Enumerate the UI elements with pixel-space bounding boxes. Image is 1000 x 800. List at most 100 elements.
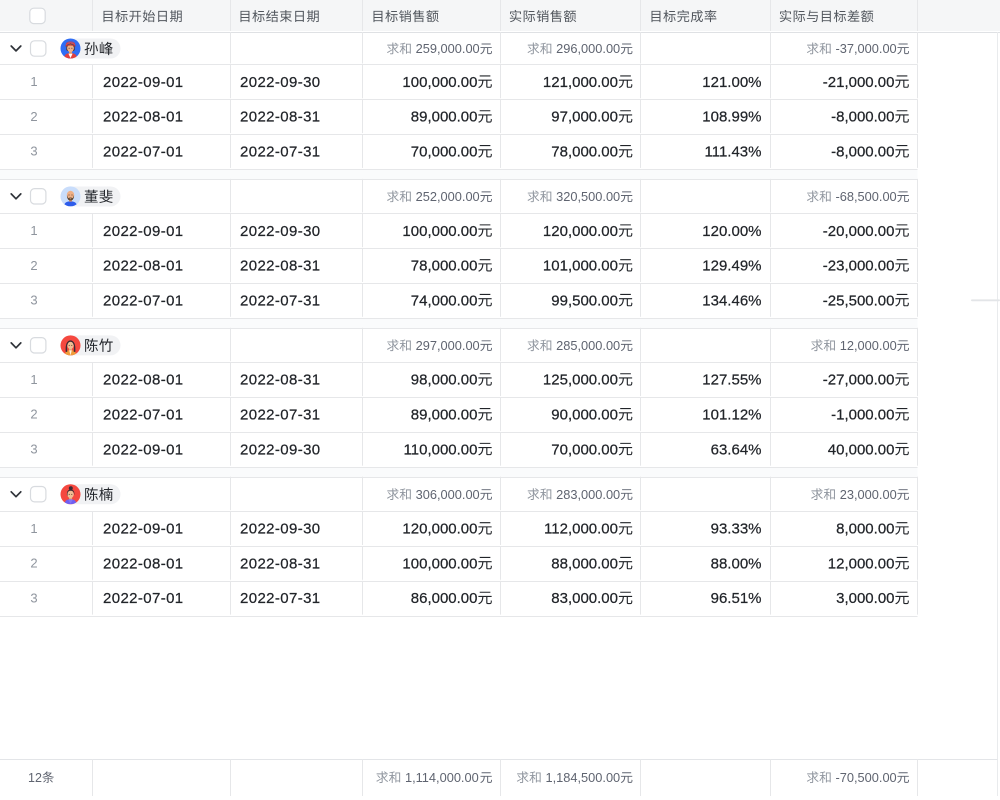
svg-text:86,000.00: 86,000.00 [411, 590, 478, 607]
svg-text:297,000.00: 297,000.00 [416, 338, 480, 353]
svg-text:23,000.00: 23,000.00 [840, 487, 897, 502]
svg-text:74,000.00: 74,000.00 [411, 292, 478, 309]
svg-text:2022-08-01: 2022-08-01 [103, 258, 184, 275]
svg-text:3: 3 [30, 442, 37, 457]
svg-text:63.64%: 63.64% [711, 441, 762, 458]
svg-text:3: 3 [30, 293, 37, 308]
svg-text:121.00%: 121.00% [702, 74, 761, 91]
svg-text:296,000.00: 296,000.00 [556, 41, 620, 56]
svg-text:1: 1 [30, 74, 37, 89]
svg-text:1: 1 [30, 521, 37, 536]
svg-text:2022-08-31: 2022-08-31 [240, 109, 321, 126]
svg-text:40,000.00: 40,000.00 [828, 441, 895, 458]
svg-text:2: 2 [30, 556, 37, 571]
svg-text:125,000.00: 125,000.00 [543, 372, 618, 389]
svg-text:110,000.00: 110,000.00 [404, 441, 478, 458]
svg-text:1: 1 [30, 372, 37, 387]
svg-text:2022-09-30: 2022-09-30 [240, 521, 321, 538]
svg-text:2022-07-01: 2022-07-01 [103, 407, 184, 424]
svg-text:252,000.00: 252,000.00 [416, 189, 480, 204]
svg-text:78,000.00: 78,000.00 [411, 258, 478, 275]
svg-text:2022-09-01: 2022-09-01 [103, 223, 184, 240]
svg-text:112,000.00: 112,000.00 [544, 521, 618, 538]
svg-text:2022-07-31: 2022-07-31 [240, 144, 321, 161]
svg-text:90,000.00: 90,000.00 [551, 407, 618, 424]
svg-text:2022-08-31: 2022-08-31 [240, 555, 321, 572]
svg-text:12: 12 [28, 771, 42, 785]
svg-text:2022-09-30: 2022-09-30 [240, 74, 321, 91]
svg-text:2022-07-31: 2022-07-31 [240, 407, 321, 424]
svg-text:3,000.00: 3,000.00 [836, 590, 894, 607]
svg-text:259,000.00: 259,000.00 [416, 41, 480, 56]
svg-text:100,000.00: 100,000.00 [402, 555, 477, 572]
svg-text:121,000.00: 121,000.00 [543, 74, 618, 91]
svg-text:2022-08-01: 2022-08-01 [103, 555, 184, 572]
svg-text:2022-07-01: 2022-07-01 [103, 144, 184, 161]
svg-text:2022-09-01: 2022-09-01 [103, 74, 184, 91]
svg-text:120,000.00: 120,000.00 [402, 521, 477, 538]
svg-text:2022-09-30: 2022-09-30 [240, 223, 321, 240]
svg-text:1,114,000.00: 1,114,000.00 [405, 770, 479, 785]
svg-text:-27,000.00: -27,000.00 [823, 372, 895, 389]
svg-text:-20,000.00: -20,000.00 [823, 223, 895, 240]
svg-text:2022-08-01: 2022-08-01 [103, 109, 184, 126]
svg-text:2: 2 [30, 407, 37, 422]
svg-text:8,000.00: 8,000.00 [836, 521, 894, 538]
svg-text:2022-07-31: 2022-07-31 [240, 292, 321, 309]
svg-text:2022-08-01: 2022-08-01 [103, 372, 184, 389]
svg-text:12,000.00: 12,000.00 [840, 338, 897, 353]
svg-text:-70,500.00: -70,500.00 [835, 770, 896, 785]
svg-text:306,000.00: 306,000.00 [416, 487, 480, 502]
svg-text:134.46%: 134.46% [702, 292, 761, 309]
svg-text:1: 1 [30, 223, 37, 238]
svg-text:129.49%: 129.49% [702, 258, 761, 275]
svg-text:-68,500.00: -68,500.00 [835, 189, 896, 204]
svg-text:-25,500.00: -25,500.00 [823, 292, 895, 309]
svg-text:12,000.00: 12,000.00 [828, 555, 895, 572]
svg-text:88.00%: 88.00% [711, 555, 762, 572]
svg-text:88,000.00: 88,000.00 [551, 555, 618, 572]
svg-text:2: 2 [30, 258, 37, 273]
svg-text:2022-07-01: 2022-07-01 [103, 292, 184, 309]
svg-text:89,000.00: 89,000.00 [411, 407, 478, 424]
svg-text:127.55%: 127.55% [702, 372, 761, 389]
svg-text:285,000.00: 285,000.00 [556, 338, 620, 353]
svg-text:-8,000.00: -8,000.00 [831, 144, 894, 161]
svg-text:101.12%: 101.12% [702, 407, 761, 424]
svg-text:1,184,500.00: 1,184,500.00 [545, 770, 620, 785]
svg-text:-23,000.00: -23,000.00 [823, 258, 895, 275]
svg-text:120.00%: 120.00% [702, 223, 761, 240]
svg-text:100,000.00: 100,000.00 [402, 74, 477, 91]
svg-text:2022-09-30: 2022-09-30 [240, 441, 321, 458]
svg-text:320,500.00: 320,500.00 [556, 189, 620, 204]
svg-text:-21,000.00: -21,000.00 [823, 74, 895, 91]
svg-text:101,000.00: 101,000.00 [543, 258, 618, 275]
svg-text:2022-08-31: 2022-08-31 [240, 258, 321, 275]
svg-text:2022-08-31: 2022-08-31 [240, 372, 321, 389]
svg-text:2022-09-01: 2022-09-01 [103, 441, 184, 458]
svg-text:89,000.00: 89,000.00 [411, 109, 478, 126]
svg-text:96.51%: 96.51% [711, 590, 762, 607]
svg-text:283,000.00: 283,000.00 [556, 487, 620, 502]
svg-text:2022-09-01: 2022-09-01 [103, 521, 184, 538]
svg-text:2022-07-31: 2022-07-31 [240, 590, 321, 607]
svg-text:97,000.00: 97,000.00 [551, 109, 618, 126]
svg-text:2: 2 [30, 109, 37, 124]
svg-text:70,000.00: 70,000.00 [411, 144, 478, 161]
svg-text:2022-07-01: 2022-07-01 [103, 590, 184, 607]
svg-text:99,500.00: 99,500.00 [551, 292, 618, 309]
svg-text:-1,000.00: -1,000.00 [831, 407, 894, 424]
svg-text:3: 3 [30, 590, 37, 605]
svg-text:120,000.00: 120,000.00 [543, 223, 618, 240]
svg-text:78,000.00: 78,000.00 [551, 144, 618, 161]
svg-text:93.33%: 93.33% [711, 521, 762, 538]
svg-text:-37,000.00: -37,000.00 [835, 41, 896, 56]
svg-text:83,000.00: 83,000.00 [551, 590, 618, 607]
svg-text:98,000.00: 98,000.00 [411, 372, 478, 389]
svg-text:108.99%: 108.99% [702, 109, 761, 126]
svg-text:3: 3 [30, 144, 37, 159]
svg-text:111.43%: 111.43% [705, 144, 762, 161]
svg-text:-8,000.00: -8,000.00 [831, 109, 894, 126]
svg-text:70,000.00: 70,000.00 [551, 441, 618, 458]
svg-text:100,000.00: 100,000.00 [402, 223, 477, 240]
